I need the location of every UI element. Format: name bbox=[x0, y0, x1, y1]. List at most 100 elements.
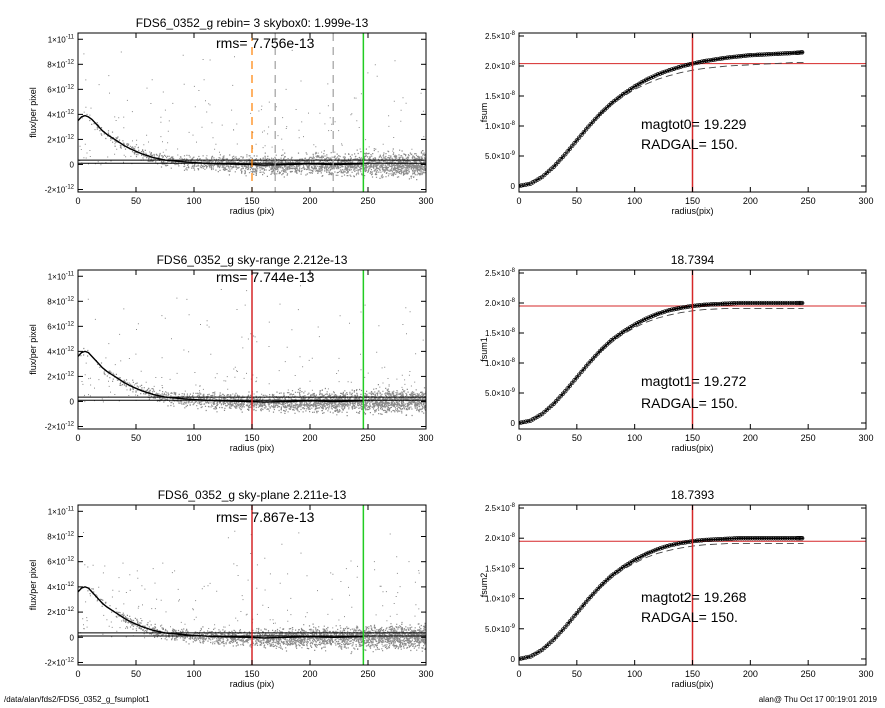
chart-annotation: RADGAL= 150. bbox=[641, 395, 738, 411]
data-point bbox=[694, 60, 700, 65]
data-point bbox=[766, 52, 771, 57]
y-tick-label: 2×10-12 bbox=[47, 607, 74, 617]
scatter-cloud bbox=[80, 285, 426, 417]
data-point bbox=[757, 300, 762, 306]
data-point bbox=[725, 301, 730, 306]
plot-area bbox=[78, 270, 426, 429]
data-point bbox=[731, 54, 737, 60]
data-point bbox=[567, 383, 573, 388]
scatter-cloud bbox=[79, 49, 426, 181]
data-point bbox=[699, 538, 704, 543]
data-point bbox=[798, 300, 803, 306]
data-point bbox=[595, 586, 600, 592]
y-tick-label: 8×10-12 bbox=[47, 531, 74, 541]
chart-annotation: magtot1= 19.272 bbox=[641, 373, 747, 389]
data-point bbox=[766, 536, 771, 541]
data-point bbox=[669, 67, 674, 72]
data-point bbox=[646, 76, 651, 81]
data-point bbox=[699, 302, 704, 308]
footer-timestamp: alan@ Thu Oct 17 00:19:01 2019 bbox=[758, 695, 877, 704]
data-point bbox=[553, 399, 559, 404]
data-point bbox=[588, 121, 593, 127]
data-point bbox=[572, 378, 577, 383]
chart-title: FDS6_0352_g sky-plane 2.211e-13 bbox=[158, 488, 347, 502]
data-point bbox=[795, 300, 801, 306]
data-point bbox=[528, 654, 533, 659]
data-point bbox=[722, 536, 728, 542]
data-point bbox=[563, 389, 568, 394]
data-point bbox=[748, 536, 753, 541]
y-tick-label: 0 bbox=[511, 182, 516, 191]
data-point bbox=[655, 72, 660, 77]
data-point bbox=[639, 318, 644, 324]
data-point bbox=[752, 300, 758, 306]
x-tick-label: 250 bbox=[801, 196, 816, 206]
data-point bbox=[583, 599, 589, 605]
y-tick-label: 0 bbox=[70, 160, 75, 169]
data-point bbox=[762, 536, 767, 541]
data-point bbox=[586, 361, 591, 366]
data-point bbox=[683, 304, 688, 310]
y-tick-label: 0 bbox=[511, 419, 516, 428]
data-point bbox=[549, 639, 554, 644]
x-axis-label: radius (pix) bbox=[230, 206, 275, 216]
data-point bbox=[651, 313, 656, 318]
y-tick-label: 5.0×10-9 bbox=[485, 388, 516, 398]
data-point bbox=[583, 127, 589, 132]
data-point bbox=[565, 622, 570, 627]
chart-panel-3: 0 50 100 150 200 250 300-2×10-1202×10-124×10-1… bbox=[28, 253, 434, 453]
data-point bbox=[576, 135, 582, 140]
data-point bbox=[741, 536, 746, 541]
y-tick-label: 6×10-12 bbox=[47, 84, 74, 94]
data-point bbox=[572, 613, 577, 619]
data-point bbox=[634, 82, 640, 88]
y-axis-label: fsum2 bbox=[479, 573, 489, 598]
data-point bbox=[697, 538, 702, 543]
data-point bbox=[727, 536, 732, 541]
data-point bbox=[685, 304, 691, 309]
data-point bbox=[685, 539, 691, 545]
data-point bbox=[593, 589, 598, 594]
y-axis-label: fsum1 bbox=[479, 337, 489, 362]
x-tick-label: 100 bbox=[186, 433, 201, 443]
chart-annotation: rms= 7.744e-13 bbox=[216, 269, 315, 285]
y-tick-label: 1.0×10-8 bbox=[485, 358, 516, 368]
data-point bbox=[551, 164, 556, 169]
data-point bbox=[558, 157, 563, 162]
mean-profile-line bbox=[78, 114, 364, 166]
mean-profile-line bbox=[78, 350, 364, 403]
data-point bbox=[660, 545, 665, 550]
data-point bbox=[769, 536, 774, 541]
data-point bbox=[764, 52, 769, 57]
x-tick-label: 300 bbox=[418, 196, 433, 206]
data-point bbox=[762, 300, 767, 306]
chart-title: 18.7393 bbox=[671, 488, 715, 502]
data-point bbox=[771, 51, 776, 57]
data-point bbox=[745, 53, 751, 58]
data-point bbox=[595, 114, 600, 119]
data-point bbox=[759, 52, 765, 57]
data-point bbox=[745, 536, 751, 541]
data-point bbox=[734, 54, 739, 59]
x-tick-label: 300 bbox=[858, 196, 873, 206]
data-point bbox=[593, 116, 598, 122]
data-point bbox=[535, 177, 540, 182]
y-tick-label: 6×10-12 bbox=[47, 557, 74, 567]
x-tick-label: 250 bbox=[801, 669, 816, 679]
data-point bbox=[720, 301, 725, 306]
data-point bbox=[586, 124, 591, 129]
data-point bbox=[694, 538, 700, 543]
data-point bbox=[533, 651, 538, 657]
data-point bbox=[734, 300, 739, 306]
data-point bbox=[743, 300, 748, 306]
data-point bbox=[667, 543, 672, 548]
y-tick-label: -2×10-12 bbox=[45, 184, 75, 194]
curve-markers bbox=[519, 50, 805, 189]
x-tick-label: 0 bbox=[516, 669, 521, 679]
y-tick-label: 2.5×10-8 bbox=[485, 268, 516, 278]
y-tick-label: 4×10-12 bbox=[47, 109, 74, 119]
data-point bbox=[641, 317, 647, 322]
data-point bbox=[718, 537, 723, 542]
data-point bbox=[755, 300, 760, 306]
data-point bbox=[641, 78, 647, 84]
